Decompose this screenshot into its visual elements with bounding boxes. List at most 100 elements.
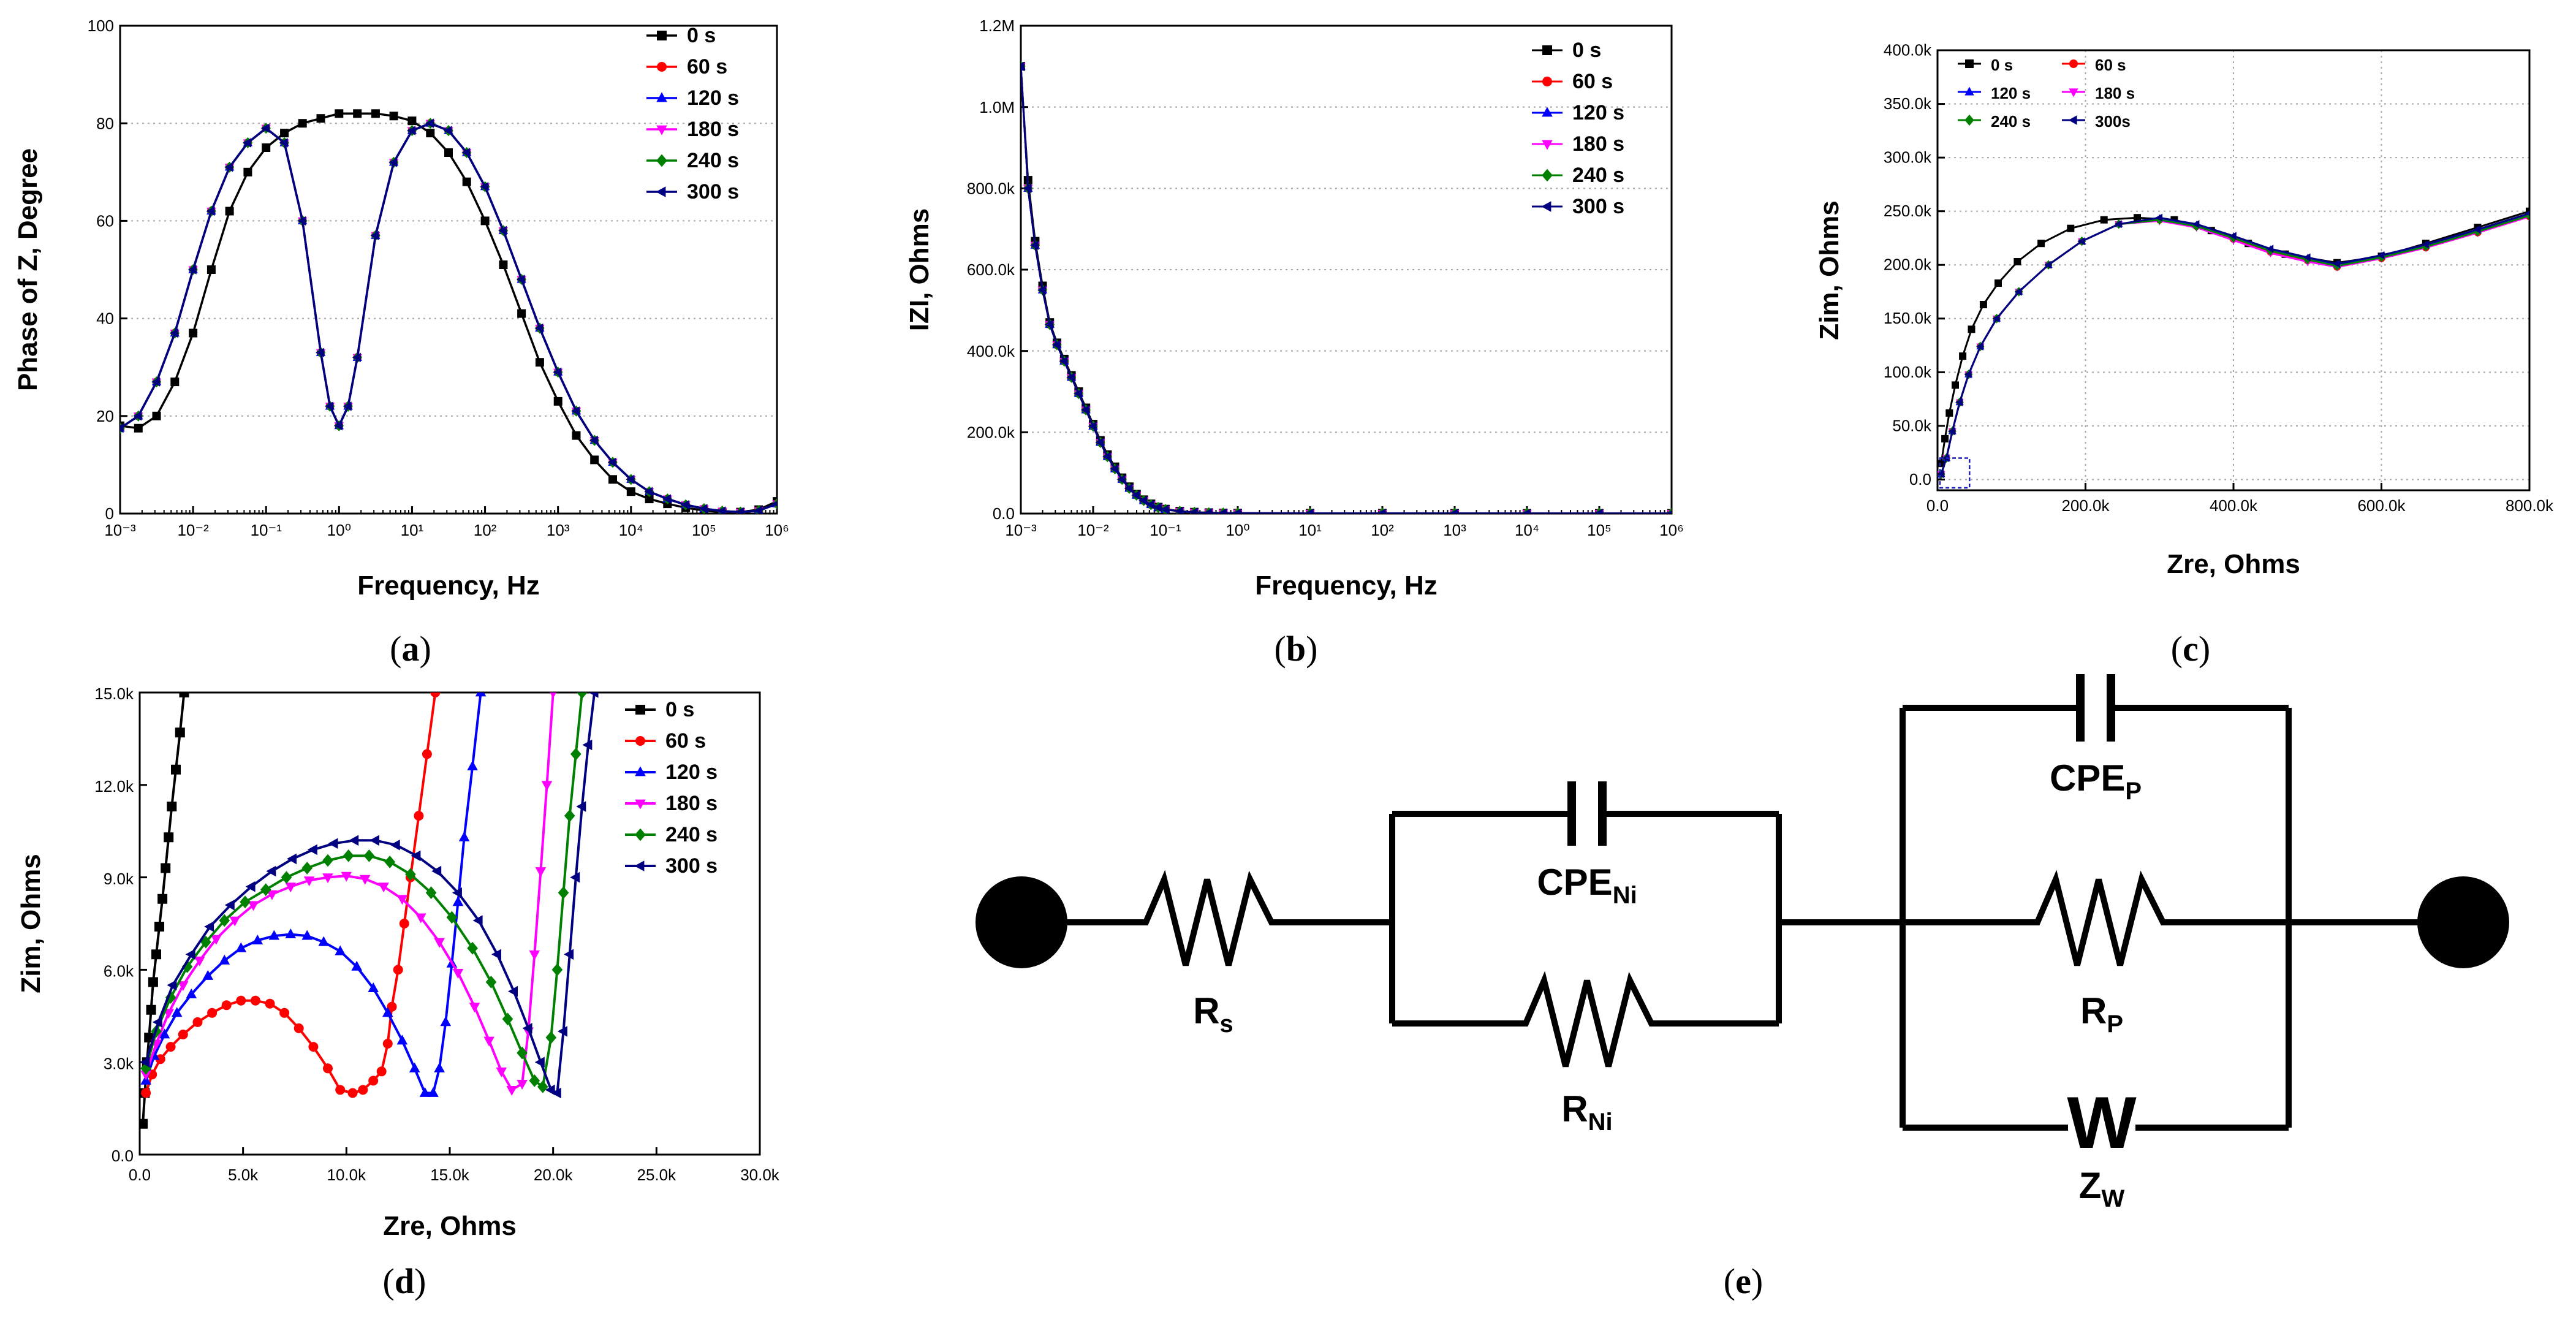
- data-point: [207, 1008, 218, 1018]
- data-point: [390, 840, 400, 851]
- data-point: [480, 216, 490, 226]
- caption-a: (a): [390, 629, 431, 669]
- plot-area: [120, 109, 777, 514]
- data-point: [499, 260, 508, 269]
- data-point: [120, 423, 124, 433]
- data-point: [287, 853, 297, 865]
- legend-swatch-marker: [635, 736, 645, 746]
- legend-swatch-marker: [635, 766, 646, 776]
- data-point: [699, 504, 708, 514]
- x-tick-label: 10⁻²: [177, 521, 209, 539]
- data-point: [382, 1039, 393, 1049]
- y-tick-label: 600.0k: [967, 260, 1015, 279]
- data-point: [368, 982, 379, 992]
- y-tick-label: 12.0k: [94, 777, 134, 795]
- data-point: [175, 727, 185, 738]
- legend-swatch-marker: [1542, 140, 1553, 150]
- data-point: [140, 1070, 151, 1080]
- data-point: [159, 1028, 170, 1039]
- data-point: [245, 881, 256, 892]
- data-point: [307, 844, 317, 856]
- data-point: [1037, 285, 1047, 295]
- label-r-p-sub: P: [2107, 1011, 2123, 1038]
- y-tick-label: 350.0k: [1884, 94, 1932, 113]
- data-point: [393, 965, 403, 975]
- data-point: [322, 854, 333, 867]
- caption-e-letter: e: [1735, 1261, 1751, 1301]
- data-point: [462, 177, 471, 186]
- data-point: [1138, 496, 1148, 506]
- x-axis-label: Zre, Ohms: [2167, 549, 2300, 579]
- y-tick-label: 0.0: [1909, 470, 1931, 488]
- plot-frame: [119, 25, 778, 515]
- zoom-region-box: [1939, 457, 1971, 489]
- data-point: [1942, 454, 1950, 463]
- data-point: [537, 1080, 548, 1093]
- data-point: [458, 831, 470, 841]
- data-point: [1074, 389, 1082, 398]
- legend-swatch-marker: [1541, 201, 1551, 212]
- x-tick-label: 25.0k: [637, 1166, 677, 1184]
- data-point: [211, 935, 222, 945]
- data-point: [491, 949, 501, 960]
- y-tick-label: 250.0k: [1884, 202, 1932, 220]
- data-point: [335, 1085, 346, 1095]
- legend-label: 300 s: [665, 854, 718, 878]
- data-point: [1110, 464, 1119, 474]
- data-point: [189, 328, 198, 338]
- data-point: [371, 109, 380, 118]
- data-point: [1521, 509, 1531, 514]
- data-point: [351, 960, 362, 971]
- data-point: [444, 148, 453, 157]
- data-point: [200, 935, 211, 949]
- series-line-300s: [145, 693, 596, 1095]
- y-tick-label: 0: [105, 504, 114, 523]
- data-point: [407, 116, 417, 126]
- legend-swatch-marker: [1542, 77, 1552, 86]
- x-tick-label: 10⁵: [1587, 521, 1612, 539]
- data-point: [167, 802, 177, 811]
- legend-swatch-marker: [1964, 86, 1974, 96]
- legend-label: 180 s: [665, 792, 718, 815]
- data-point: [279, 1008, 290, 1018]
- data-point: [571, 406, 580, 416]
- data-point: [1979, 301, 1987, 308]
- data-point: [1044, 319, 1053, 330]
- data-point: [378, 882, 389, 893]
- data-point: [2192, 220, 2200, 229]
- panel-b-impedance-magnitude-plot: 0.0 200.0k 400.0k 600.0k 800.0k 1.0M 1.2M 10⁻³ 1…: [904, 17, 1684, 601]
- data-point: [2155, 213, 2163, 222]
- x-tick-label: 10⁻³: [1005, 521, 1037, 539]
- data-point: [2525, 211, 2529, 216]
- data-point: [1948, 427, 1955, 436]
- series-line-60s: [1940, 215, 2529, 475]
- x-tick-label: 10²: [474, 521, 497, 539]
- x-tick-label: 600.0k: [2357, 496, 2406, 515]
- data-point: [140, 1118, 148, 1129]
- label-cpe-ni-main: CPE: [1537, 862, 1612, 903]
- data-point: [557, 1026, 567, 1037]
- data-point: [297, 216, 306, 226]
- data-point: [1218, 508, 1227, 514]
- panel-d-nyquist-zoom-plot: 0.0 3.0k 6.0k 9.0k 12.0k 15.0k 0.0 5.0k 10.0k 15.…: [16, 685, 780, 1241]
- legend-label: 180 s: [2095, 84, 2135, 102]
- data-point: [446, 911, 458, 924]
- data-point: [452, 896, 464, 906]
- data-point: [260, 123, 270, 133]
- data-point: [192, 1017, 203, 1027]
- data-point: [564, 949, 574, 960]
- label-rs-sub: s: [1220, 1011, 1233, 1038]
- series-line-180s: [120, 122, 777, 514]
- data-point: [717, 506, 726, 514]
- legend-label: 180 s: [1572, 132, 1624, 156]
- series-line-300s: [120, 122, 777, 514]
- data-point: [1995, 279, 2002, 287]
- data-point: [564, 809, 575, 822]
- series-line-180s: [1940, 215, 2529, 475]
- data-point: [370, 230, 379, 240]
- legend-swatch-marker: [2069, 88, 2078, 97]
- x-tick-label: 10³: [1443, 521, 1466, 539]
- data-point: [236, 995, 246, 1006]
- data-point: [396, 1034, 408, 1045]
- data-point: [219, 954, 230, 965]
